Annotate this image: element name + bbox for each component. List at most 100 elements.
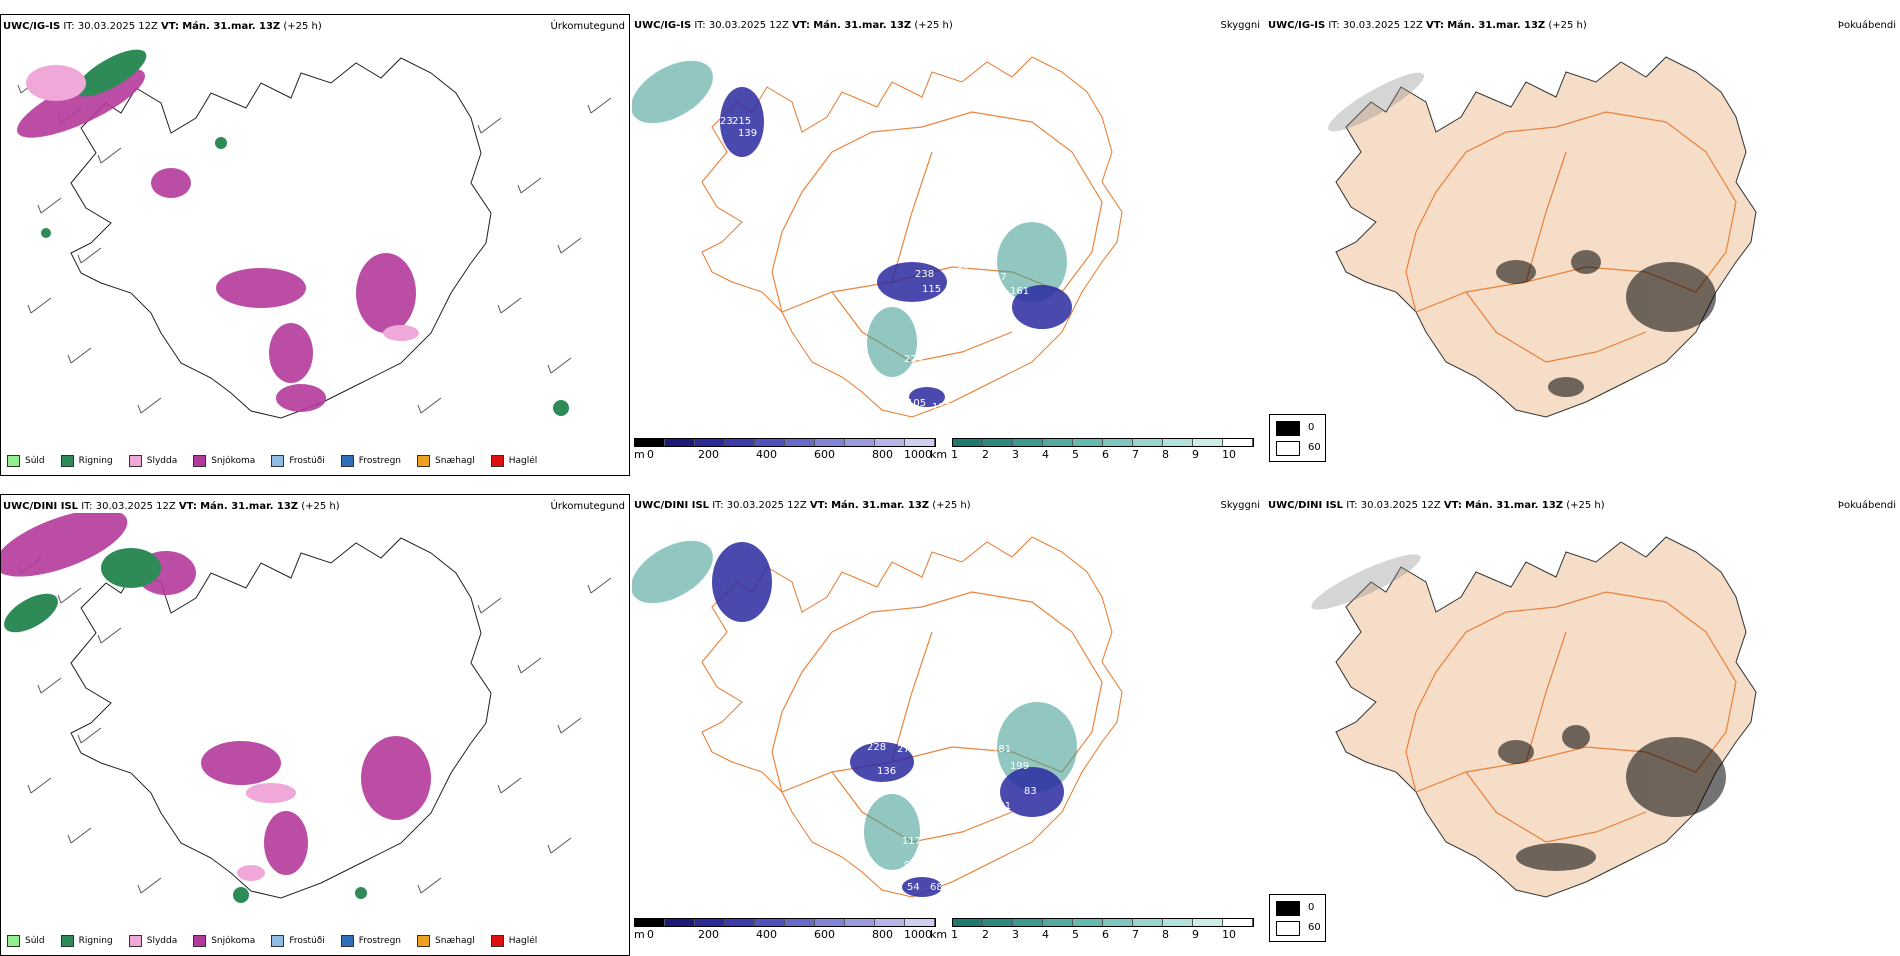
cloud-base-label: 105 [907,398,926,409]
panel-header: UWC/DINI ISL IT: 30.03.2025 12Z VT: Mán.… [1268,500,1605,511]
precip-type-panel-row1: UWC/IG-IS IT: 30.03.2025 12Z VT: Mán. 31… [0,14,630,476]
fog-legend-label: 0 [1308,422,1315,433]
cloud-base-tick: 400 [756,448,777,461]
cloud-base-label: 20 [962,200,975,211]
fog-legend-label: 60 [1308,442,1321,453]
cloud-base-label: 199 [1010,761,1029,772]
legend-swatch [60,455,74,467]
cloud-base-tick: 600 [814,448,835,461]
cloud-base-tick: 200 [698,448,719,461]
legend-item: Haglél [490,935,537,947]
cloud-base-label: 23 [720,116,733,127]
panel-title: Þokuábendi [1837,500,1896,511]
cloud-base-label: 91 [957,266,970,277]
visibility-unit: km [930,448,948,461]
visibility-tick: 10 [1222,928,1236,941]
cloud-base-label: 161 [1010,286,1029,297]
visibility-tick: 6 [1102,928,1109,941]
cloud-base-label: 50 [802,192,815,203]
legend-item: Snjókoma [193,455,255,467]
visibility-colorbar: km 1 2 3 4 5 6 7 8 9 10 [930,918,1258,942]
legend-item: Frostregn [340,455,401,467]
legend-swatch [271,455,285,467]
panel-header: UWC/IG-IS IT: 30.03.2025 12Z VT: Mán. 31… [3,21,322,32]
cloud-base-label: 95 [904,860,917,871]
cloud-base-label: 83 [1024,786,1037,797]
fog-legend-swatch-low [1276,921,1300,936]
cloud-base-tick: 0 [647,448,654,461]
visibility-colorbar-strip [952,918,1254,927]
visibility-tick: 8 [1162,928,1169,941]
cloud-base-colorbar: m 0 200 400 600 800 1000 [634,918,936,942]
cloud-base-label: 136 [877,766,896,777]
visibility-tick: 9 [1192,928,1199,941]
panel-title: Úrkomutegund [550,21,625,32]
visibility-tick: 9 [1192,448,1199,461]
legend-item: Frostúði [271,935,325,947]
visibility-tick: 10 [1222,448,1236,461]
fog-legend: 0 60 [1269,414,1326,462]
panel-header: UWC/IG-IS IT: 30.03.2025 12Z VT: Mán. 31… [1268,20,1587,31]
fog-legend: 0 60 [1269,894,1326,942]
panel-header: UWC/DINI ISL IT: 30.03.2025 12Z VT: Mán.… [634,500,971,511]
cloud-base-label: 181 [992,744,1011,755]
cloud-base-tick: 400 [756,928,777,941]
panel-title: Þokuábendi [1837,20,1896,31]
visibility-tick: 3 [1012,448,1019,461]
panel-header: UWC/IG-IS IT: 30.03.2025 12Z VT: Mán. 31… [634,20,953,31]
cloud-base-label: 112 [932,402,951,413]
visibility-tick: 4 [1042,448,1049,461]
cloud-base-tick: 200 [698,928,719,941]
fog-map [1311,536,1757,898]
cloud-base-label: 102 [772,606,791,617]
cloud-base-label: 115 [922,284,941,295]
cloud-base-label: 39 [1062,826,1075,837]
visibility-unit: km [930,928,948,941]
visibility-colorbar-strip [952,438,1254,447]
cloud-base-unit: m [634,448,645,461]
fog-panel-row2: UWC/DINI ISL IT: 30.03.2025 12Z VT: Mán.… [1266,494,1896,956]
legend-item: Haglél [490,455,537,467]
fog-legend-label: 0 [1308,902,1315,913]
legend-swatch [340,935,354,947]
legend-swatch [490,455,504,467]
visibility-tick: 7 [1132,448,1139,461]
precip-legend: Súld Rigning Slydda Snjókoma Frostúði Fr… [7,935,537,947]
panel-right-label: Skyggni [1220,500,1260,511]
cloud-base-label: 238 [915,269,934,280]
fog-legend-label: 60 [1308,922,1321,933]
visibility-tick: 1 [951,448,958,461]
cloud-base-colorbar-strip [634,438,936,447]
fog-map [1327,56,1757,418]
precip-map [1,513,612,903]
visibility-tick: 6 [1102,448,1109,461]
panel-right-label: Skyggni [1220,20,1260,31]
cloud-base-label: 68 [930,882,943,893]
legend-item: Snjókoma [193,935,255,947]
legend-swatch [193,455,207,467]
panel-header: UWC/DINI ISL IT: 30.03.2025 12Z VT: Mán.… [3,501,340,512]
legend-item: Súld [7,455,45,467]
cloud-base-label: 215 [732,116,751,127]
cloud-base-tick: 800 [872,928,893,941]
cloud-base-colorbar-strip [634,918,936,927]
cloud-base-label: 36 [1062,346,1075,357]
cloud-base-label: 167 [904,377,923,388]
cloud-base-tick: 1000 [904,928,932,941]
legend-swatch [271,935,285,947]
panel-title: Úrkomutegund [550,501,625,512]
legend-item: Snæhagl [417,455,475,467]
cloud-base-label: 195 [930,842,949,853]
legend-item: Slydda [128,935,177,947]
cloud-visibility-panel-row2: UWC/DINI ISL IT: 30.03.2025 12Z VT: Mán.… [632,494,1262,956]
visibility-tick: 4 [1042,928,1049,941]
cloud-base-tick: 1000 [904,448,932,461]
precip-map [16,49,612,419]
legend-swatch [7,935,20,947]
visibility-tick: 3 [1012,928,1019,941]
cloud-base-label: 273 [897,744,916,755]
legend-item: Slydda [128,455,177,467]
fog-legend-swatch-low [1276,441,1300,456]
cloud-base-label: 107 [862,289,881,300]
